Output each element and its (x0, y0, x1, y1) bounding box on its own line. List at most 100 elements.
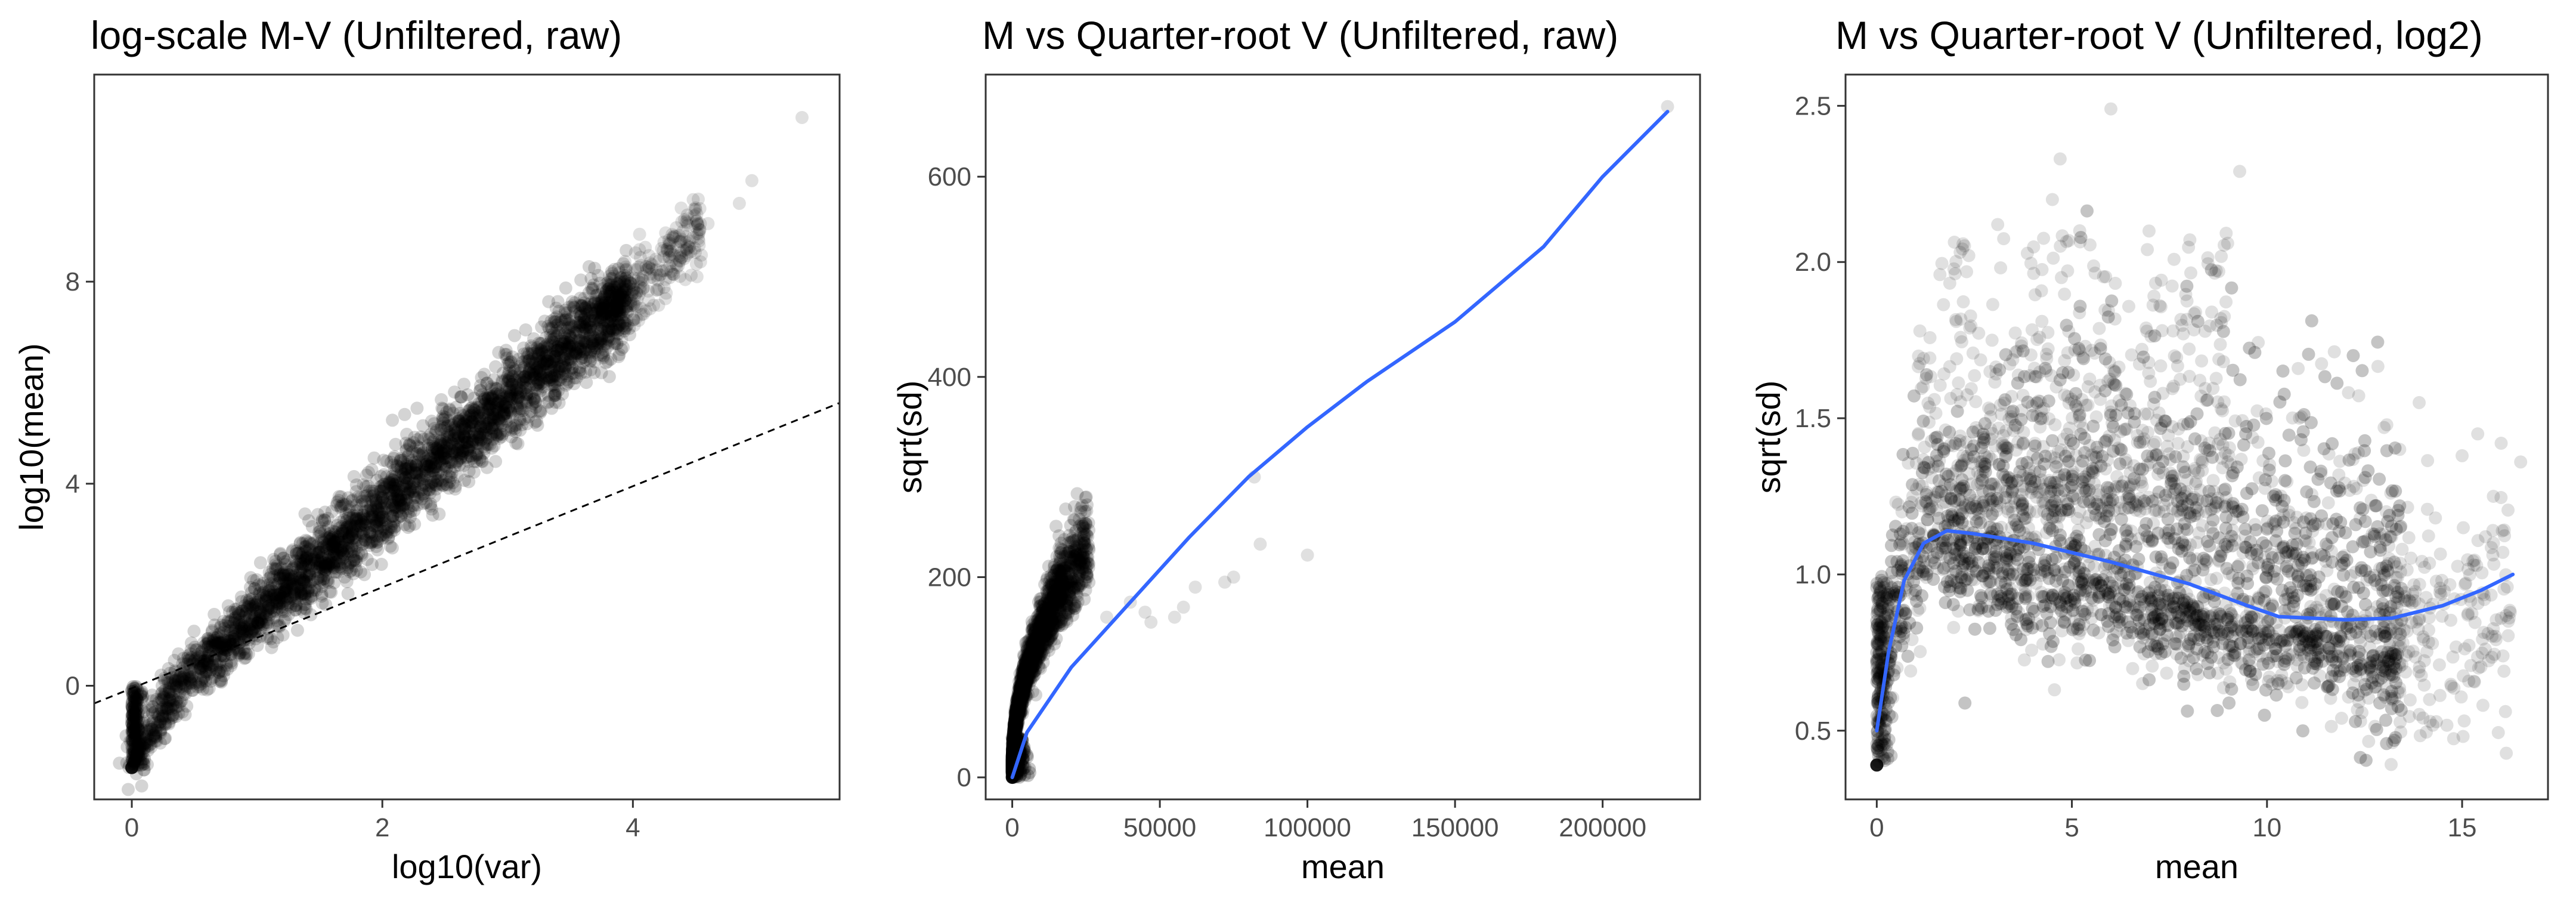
scatter-point (544, 360, 558, 374)
scatter-point (292, 585, 306, 599)
scatter-point (366, 558, 379, 572)
scatter-point (197, 670, 210, 684)
scatter-point (298, 565, 311, 579)
scatter-point (587, 366, 601, 379)
scatter-point (299, 592, 313, 606)
scatter-point (315, 589, 329, 603)
scatter-point (361, 504, 374, 518)
scatter-point (563, 321, 577, 335)
scatter-point (235, 627, 248, 641)
scatter-point (594, 333, 608, 347)
scatter-point (506, 375, 519, 389)
scatter-point (431, 451, 445, 465)
scatter-point (304, 592, 318, 606)
scatter-point (436, 413, 450, 427)
scatter-point (597, 292, 611, 306)
scatter-point (602, 322, 615, 336)
scatter-point (612, 296, 626, 310)
scatter-point (356, 516, 370, 529)
scatter-point (479, 420, 493, 434)
scatter-point (555, 337, 568, 351)
scatter-point (617, 275, 631, 289)
scatter-point (512, 353, 525, 366)
scatter-point (395, 509, 408, 523)
scatter-point (141, 739, 154, 753)
scatter-point (457, 378, 471, 391)
scatter-point (616, 291, 630, 304)
scatter-point (167, 693, 181, 707)
scatter-point (308, 554, 321, 567)
scatter-point (434, 422, 447, 436)
scatter-point (319, 541, 333, 555)
scatter-point (534, 384, 547, 397)
scatter-point (580, 300, 593, 314)
scatter-point (597, 307, 611, 321)
scatter-point (215, 618, 228, 632)
scatter-point (487, 418, 501, 432)
scatter-point (181, 665, 194, 679)
scatter-point (249, 598, 263, 611)
scatter-point (522, 410, 535, 424)
scatter-point (309, 546, 323, 560)
scatter-point (395, 460, 408, 474)
scatter-point (553, 347, 567, 360)
scatter-point (254, 614, 268, 628)
scatter-point (483, 437, 497, 451)
scatter-point (562, 335, 575, 349)
scatter-point (202, 637, 215, 650)
scatter-point (616, 319, 630, 333)
scatter-point (354, 565, 367, 579)
scatter-point (604, 302, 618, 316)
scatter-point (523, 363, 537, 377)
scatter-point (366, 490, 380, 503)
scatter-point (375, 494, 389, 508)
scatter-point (325, 549, 339, 563)
scatter-point (374, 497, 388, 511)
scatter-point (392, 494, 406, 507)
scatter-point (474, 422, 487, 435)
scatter-point (397, 499, 410, 512)
scatter-point (445, 437, 459, 450)
scatter-point (481, 431, 495, 444)
scatter-point (507, 329, 521, 342)
scatter-point (137, 763, 151, 777)
scatter-point (340, 533, 354, 547)
scatter-point (504, 369, 518, 382)
scatter-point (516, 372, 530, 386)
outlier-point (676, 224, 690, 238)
scatter-point (367, 489, 381, 502)
scatter-point (619, 260, 633, 274)
scatter-point (326, 540, 340, 554)
scatter-point (426, 475, 440, 489)
scatter-point (425, 476, 438, 490)
scatter-point (287, 573, 301, 586)
scatter-point (458, 422, 472, 435)
scatter-point (261, 630, 274, 644)
scatter-point (236, 604, 249, 618)
scatter-point (369, 516, 383, 530)
scatter-point (315, 596, 329, 610)
scatter-point (373, 506, 386, 520)
scatter-point (465, 440, 479, 454)
scatter-point (437, 452, 450, 465)
scatter-point (402, 472, 416, 486)
scatter-point (582, 260, 596, 273)
scatter-point (243, 598, 256, 611)
scatter-point (530, 373, 544, 387)
scatter-point (221, 634, 235, 647)
scatter-point (281, 598, 295, 612)
scatter-point (417, 446, 430, 459)
scatter-point (531, 360, 544, 374)
scatter-point (442, 469, 456, 483)
scatter-point (491, 428, 505, 442)
scatter-point (302, 569, 316, 583)
scatter-point (428, 440, 442, 454)
scatter-point (230, 642, 244, 656)
scatter-point (398, 462, 412, 475)
scatter-point (406, 484, 420, 498)
scatter-point (490, 400, 503, 413)
scatter-point (540, 354, 554, 367)
scatter-point (432, 449, 446, 463)
scatter-point (425, 502, 438, 516)
scatter-point (515, 402, 528, 416)
